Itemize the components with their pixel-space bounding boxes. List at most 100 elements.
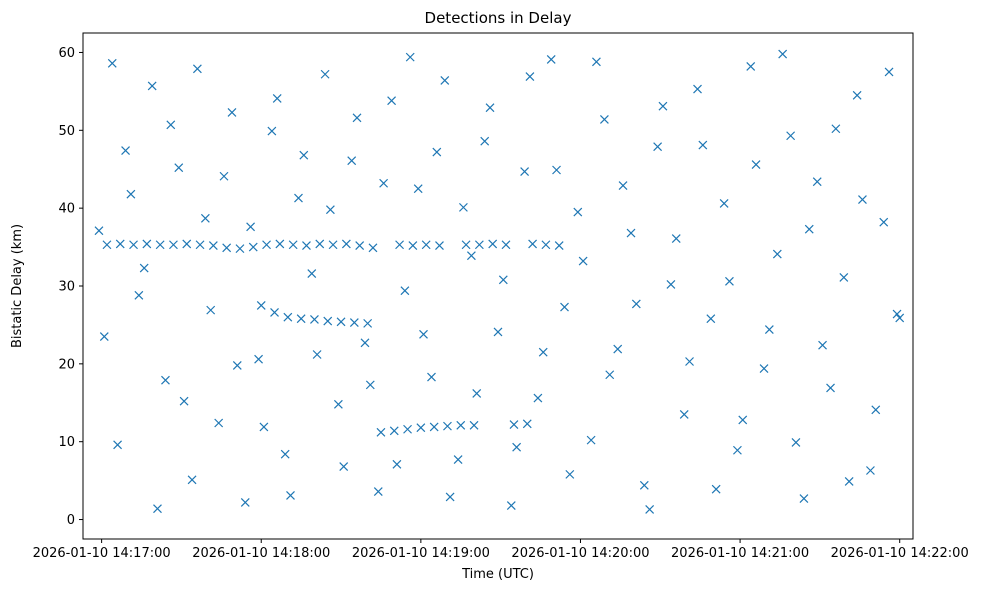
data-point xyxy=(573,207,583,217)
data-point xyxy=(693,84,702,94)
data-point xyxy=(403,424,412,434)
data-point xyxy=(879,217,889,227)
x-tick-label: 2026-01-10 14:21:00 xyxy=(671,546,809,561)
data-point xyxy=(373,487,383,496)
data-point xyxy=(525,72,535,82)
data-point xyxy=(469,420,479,430)
data-point xyxy=(772,249,782,259)
data-point xyxy=(187,475,197,485)
data-point xyxy=(174,163,184,173)
data-point xyxy=(392,459,402,469)
x-tick-label: 2026-01-10 14:20:00 xyxy=(511,546,649,561)
data-point xyxy=(844,476,854,486)
data-point xyxy=(328,240,338,250)
data-point xyxy=(645,504,655,514)
data-point xyxy=(288,240,298,250)
data-point xyxy=(666,280,676,289)
data-point xyxy=(565,469,575,479)
data-point xyxy=(368,243,378,253)
data-point xyxy=(453,455,463,465)
data-point xyxy=(764,325,774,335)
y-tick-label: 50 xyxy=(58,124,75,139)
data-point xyxy=(554,241,564,250)
data-point xyxy=(169,240,178,250)
data-point xyxy=(320,69,330,79)
y-tick-label: 10 xyxy=(58,435,75,450)
data-point xyxy=(195,240,205,250)
data-point xyxy=(831,124,841,134)
data-point xyxy=(613,344,623,354)
data-point xyxy=(129,240,138,250)
data-point xyxy=(631,299,641,309)
data-point xyxy=(408,241,418,250)
data-point xyxy=(312,350,322,359)
data-point xyxy=(182,239,192,249)
data-point xyxy=(347,156,357,166)
data-point xyxy=(592,57,601,67)
data-point xyxy=(275,239,285,249)
data-point xyxy=(818,340,827,350)
data-point xyxy=(866,466,875,475)
data-point xyxy=(166,120,176,130)
y-tick-label: 20 xyxy=(58,357,75,372)
data-point xyxy=(679,410,689,419)
data-point xyxy=(307,269,317,278)
data-point xyxy=(485,103,495,113)
data-point xyxy=(458,202,468,212)
data-point xyxy=(578,256,588,266)
data-point xyxy=(113,440,123,450)
x-tick-label: 2026-01-10 14:19:00 xyxy=(352,546,490,561)
data-point xyxy=(355,241,365,250)
data-point xyxy=(419,329,428,339)
data-point xyxy=(94,226,104,236)
data-point xyxy=(254,354,264,364)
data-point xyxy=(711,484,721,494)
data-point xyxy=(248,242,258,252)
data-point xyxy=(246,222,256,232)
data-point xyxy=(552,165,561,175)
data-point xyxy=(653,142,663,152)
data-points xyxy=(94,49,905,514)
data-point xyxy=(427,372,436,382)
x-tick-label: 2026-01-10 14:18:00 xyxy=(192,546,330,561)
data-point xyxy=(256,301,266,310)
data-point xyxy=(413,184,423,194)
data-point xyxy=(395,240,404,250)
data-point xyxy=(719,199,729,208)
data-point xyxy=(379,178,389,188)
x-tick-label: 2026-01-10 14:22:00 xyxy=(831,546,969,561)
data-point xyxy=(121,146,130,155)
data-point xyxy=(376,427,386,437)
data-point xyxy=(349,318,359,328)
data-point xyxy=(99,332,109,342)
data-point xyxy=(341,239,351,249)
data-point xyxy=(884,67,894,77)
y-tick-label: 0 xyxy=(67,513,75,528)
data-point xyxy=(812,177,822,187)
y-tick-label: 30 xyxy=(58,280,75,295)
data-point xyxy=(706,314,716,324)
data-point xyxy=(599,114,609,124)
data-point xyxy=(310,315,319,324)
data-point xyxy=(509,420,519,429)
data-point xyxy=(147,81,157,91)
x-axis: 2026-01-10 14:17:00 2026-01-10 14:18:00 20… xyxy=(33,539,969,561)
data-point xyxy=(405,52,415,62)
data-point xyxy=(272,93,282,103)
data-point xyxy=(498,275,508,285)
data-point xyxy=(227,107,237,117)
data-point xyxy=(200,213,210,223)
data-point xyxy=(698,140,708,150)
data-point xyxy=(522,419,532,429)
data-point xyxy=(421,240,431,250)
data-point xyxy=(858,195,867,205)
data-point xyxy=(325,205,335,215)
x-tick-label: 2026-01-10 14:17:00 xyxy=(33,546,171,561)
data-point xyxy=(626,228,636,238)
data-point xyxy=(871,405,881,415)
data-point xyxy=(400,286,410,296)
y-axis-label: Bistatic Delay (km) xyxy=(10,224,25,348)
data-point xyxy=(179,396,189,406)
data-point xyxy=(387,96,397,106)
